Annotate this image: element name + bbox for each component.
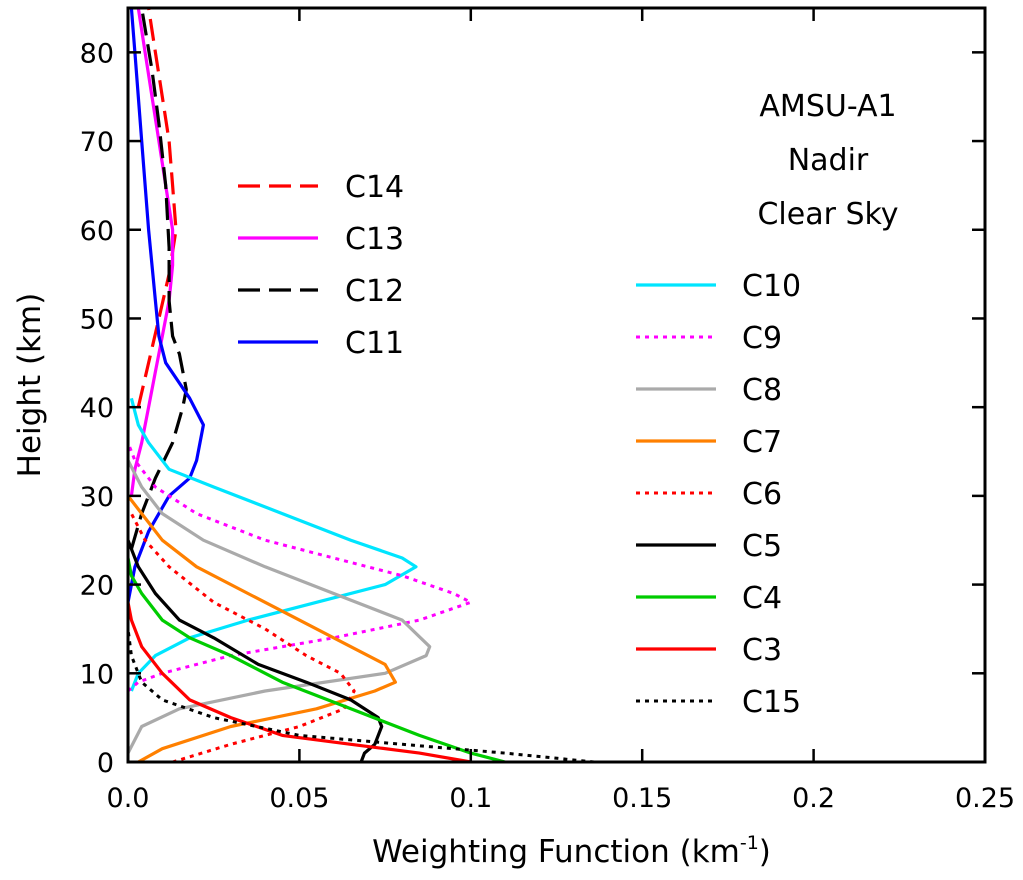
y-tick-label: 80 [80, 38, 114, 69]
series-line-c7 [128, 494, 397, 762]
series-line-c13 [129, 8, 175, 497]
legend-label-c6: C6 [742, 477, 782, 512]
legend-label-c9: C9 [742, 321, 782, 356]
legend-label-c13: C13 [345, 222, 404, 257]
x-tick-label: 0.2 [792, 783, 835, 814]
annotation-text: Nadir [788, 143, 869, 178]
legend-label-c15: C15 [742, 685, 801, 720]
y-tick-label: 0 [97, 748, 114, 779]
y-tick-label: 70 [80, 127, 114, 158]
legend-label-c10: C10 [742, 269, 801, 304]
series-line-c4 [128, 557, 506, 762]
legend-label-c8: C8 [742, 373, 782, 408]
legend-label-c12: C12 [345, 274, 404, 309]
series-line-c14 [136, 8, 178, 408]
y-tick-label: 30 [80, 482, 114, 513]
y-tick-label: 20 [80, 571, 114, 602]
y-tick-label: 50 [80, 304, 114, 335]
y-axis-title: Height (km) [12, 293, 48, 478]
plot-frame [126, 6, 987, 764]
series-line-c8 [128, 459, 432, 754]
series-line-c3 [128, 601, 472, 762]
y-tick-label: 10 [80, 659, 114, 690]
legend-label-c14: C14 [345, 170, 404, 205]
x-tick-label: 0.25 [955, 783, 1015, 814]
series-line-c9 [128, 442, 473, 693]
annotation-text: AMSU-A1 [759, 89, 896, 124]
series-line-c10 [129, 397, 418, 692]
legend-label-c3: C3 [742, 633, 782, 668]
x-tick-label: 0.0 [107, 783, 150, 814]
x-axis-title: Weighting Function (km-1) [372, 832, 771, 870]
legend-label-c5: C5 [742, 529, 782, 564]
x-tick-label: 0.05 [269, 783, 329, 814]
legend-label-c7: C7 [742, 425, 782, 460]
series-line-c5 [128, 539, 384, 762]
series-line-c11 [128, 8, 205, 603]
x-tick-label: 0.1 [449, 783, 492, 814]
series-line-c12 [129, 8, 188, 550]
y-tick-label: 60 [80, 216, 114, 247]
legend-label-c4: C4 [742, 581, 782, 616]
series-line-c6 [130, 512, 356, 762]
y-tick-label: 40 [80, 393, 114, 424]
x-tick-label: 0.15 [612, 783, 672, 814]
annotation-text: Clear Sky [757, 197, 898, 232]
legend-label-c11: C11 [345, 326, 404, 361]
